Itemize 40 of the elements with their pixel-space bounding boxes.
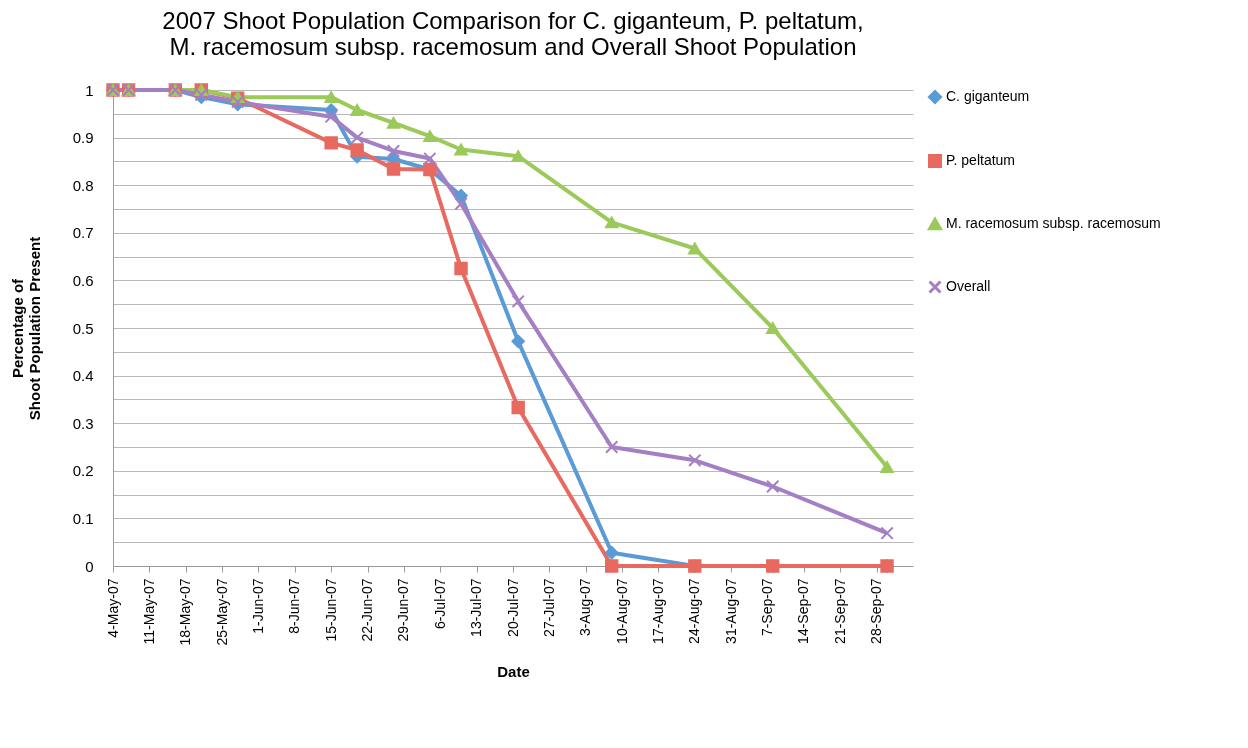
y-tick-label: 1 bbox=[85, 81, 94, 99]
x-tick-label: 15-Jun-07 bbox=[322, 578, 339, 642]
x-tick-label: 25-May-07 bbox=[213, 578, 230, 646]
legend-label: Overall bbox=[946, 278, 991, 294]
x-tick-label: 22-Jun-07 bbox=[359, 578, 376, 642]
x-axis-title: Date bbox=[497, 663, 530, 681]
y-tick-label: 0.6 bbox=[72, 271, 94, 289]
x-tick-label: 24-Aug-07 bbox=[686, 578, 703, 644]
legend-label: P. peltatum bbox=[946, 152, 1016, 168]
x-tick-label: 31-Aug-07 bbox=[722, 578, 739, 644]
x-tick-label: 14-Sep-07 bbox=[795, 578, 812, 644]
x-tick-label: 27-Jul-07 bbox=[540, 578, 557, 637]
y-tick-label: 0.5 bbox=[72, 319, 94, 337]
x-tick-label: 1-Jun-07 bbox=[249, 578, 266, 634]
x-tick-label: 10-Aug-07 bbox=[613, 578, 630, 644]
x-tick-label: 28-Sep-07 bbox=[868, 578, 885, 644]
x-tick-label: 6-Jul-07 bbox=[431, 578, 448, 630]
x-tick-label: 7-Sep-07 bbox=[759, 578, 776, 637]
y-tick-label: 0.3 bbox=[72, 414, 94, 432]
x-tick-label: 17-Aug-07 bbox=[649, 578, 666, 644]
chart-title: 2007 Shoot Population Comparison for C. giganteum, P. peltatum, M. racemosum subsp. racemosum and Overall Shoot Population bbox=[162, 7, 864, 61]
x-tick-label: 8-Jun-07 bbox=[286, 578, 303, 634]
x-tick-label: 4-May-07 bbox=[104, 578, 121, 638]
legend-label: C. giganteum bbox=[946, 88, 1030, 104]
y-tick-label: 0.1 bbox=[72, 509, 94, 527]
y-tick-label: 0.4 bbox=[72, 367, 94, 385]
x-tick-label: 3-Aug-07 bbox=[577, 578, 594, 637]
x-tick-label: 29-Jun-07 bbox=[395, 578, 412, 642]
x-tick-label: 11-May-07 bbox=[140, 578, 157, 645]
y-axis-title: Percentage of Shoot Population Present bbox=[8, 236, 43, 421]
y-tick-label: 0.2 bbox=[72, 462, 94, 480]
x-tick-label: 21-Sep-07 bbox=[831, 578, 848, 644]
x-tick-label: 18-May-07 bbox=[177, 578, 194, 646]
y-tick-label: 0 bbox=[85, 557, 94, 575]
y-tick-label: 0.7 bbox=[72, 224, 94, 242]
legend-label: M. racemosum subsp. racemosum bbox=[946, 215, 1161, 231]
x-tick-label: 13-Jul-07 bbox=[468, 578, 485, 637]
y-tick-label: 0.8 bbox=[72, 176, 94, 194]
y-tick-label: 0.9 bbox=[72, 129, 94, 147]
x-tick-label: 20-Jul-07 bbox=[504, 578, 521, 637]
